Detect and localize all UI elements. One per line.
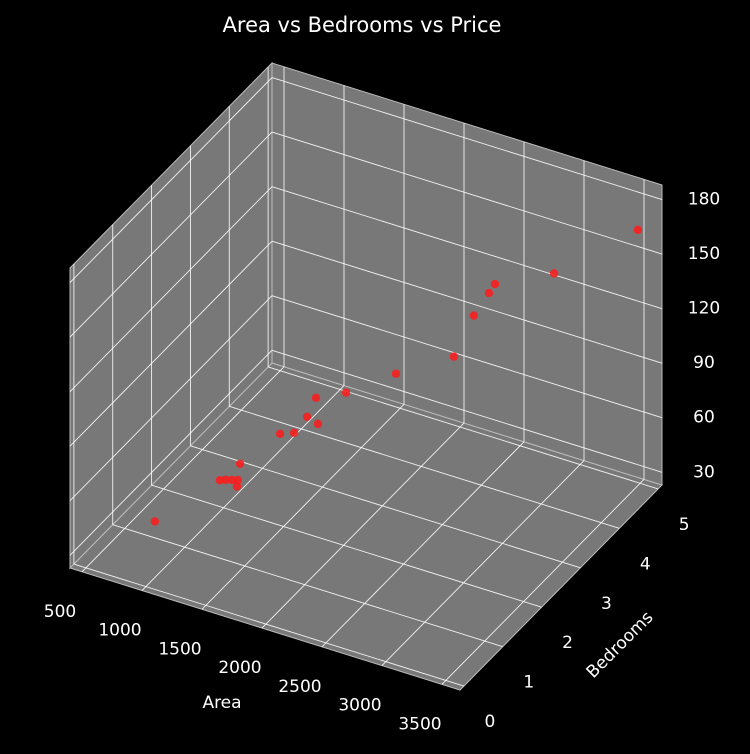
y-tick-label: 1 <box>523 673 534 693</box>
point <box>233 475 242 485</box>
x-grid-line <box>381 460 585 666</box>
y-grid-line <box>190 445 581 569</box>
y-tick-label: 5 <box>679 515 690 535</box>
point <box>227 475 237 485</box>
point <box>302 412 312 422</box>
x-tick-label: 1000 <box>98 621 141 641</box>
point <box>449 352 459 361</box>
x-tick-label: 3000 <box>338 696 381 716</box>
z-tick-label: 180 <box>688 190 720 210</box>
z-grid-line <box>271 295 663 419</box>
x-grid-line <box>81 366 285 573</box>
x-tick-label: 2500 <box>278 677 321 697</box>
back-pane <box>271 62 663 486</box>
point <box>633 225 643 235</box>
z-tick-label: 150 <box>688 244 720 264</box>
point <box>490 279 500 289</box>
z-grid-line <box>69 186 273 392</box>
z-grid-line <box>271 131 663 255</box>
z-grid-line <box>271 186 663 310</box>
chart-title: Area vs Bedrooms vs Price <box>223 13 502 37</box>
z-grid-line <box>271 77 663 200</box>
point <box>391 369 401 378</box>
x-tick-label: 3500 <box>398 714 441 734</box>
y-grid-line <box>229 405 620 529</box>
x-axis-label: Area <box>202 693 241 713</box>
y-grid-line <box>73 563 465 687</box>
x-tick-label: 2000 <box>218 658 261 678</box>
x-grid-line <box>261 422 465 629</box>
y-tick-label: 2 <box>562 633 573 653</box>
z-grid-line <box>69 295 273 502</box>
x-grid-line <box>321 441 525 648</box>
x-tick-label: 500 <box>44 602 76 622</box>
z-grid-line <box>69 131 273 338</box>
y-grid-line <box>151 484 542 608</box>
y-tick-label: 4 <box>640 554 651 574</box>
point <box>289 428 299 437</box>
point <box>549 269 559 278</box>
z-grid-line <box>69 240 273 447</box>
point <box>484 288 494 298</box>
point <box>469 311 479 320</box>
z-tick-label: 60 <box>693 408 715 428</box>
x-tick-label: 1500 <box>158 639 201 659</box>
point <box>232 482 242 491</box>
z-grid-line <box>69 77 273 283</box>
y-tick-label: 3 <box>601 594 612 614</box>
point <box>235 459 245 468</box>
point <box>275 429 285 439</box>
point <box>311 393 321 403</box>
z-tick-label: 30 <box>693 462 715 482</box>
y-tick-label: 0 <box>484 712 495 732</box>
z-grid-line <box>69 349 273 556</box>
y-grid-line <box>112 524 503 648</box>
point <box>150 517 160 526</box>
point <box>221 475 230 485</box>
y-grid-line <box>267 366 659 490</box>
x-grid-line <box>141 385 345 591</box>
z-tick-label: 120 <box>688 299 720 319</box>
z-grid-line <box>271 240 663 364</box>
x-grid-line <box>201 403 405 610</box>
point <box>313 419 323 429</box>
z-grid-line <box>271 349 663 473</box>
x-grid-line <box>441 479 645 685</box>
point <box>341 388 351 397</box>
z-tick-label: 90 <box>693 353 715 373</box>
